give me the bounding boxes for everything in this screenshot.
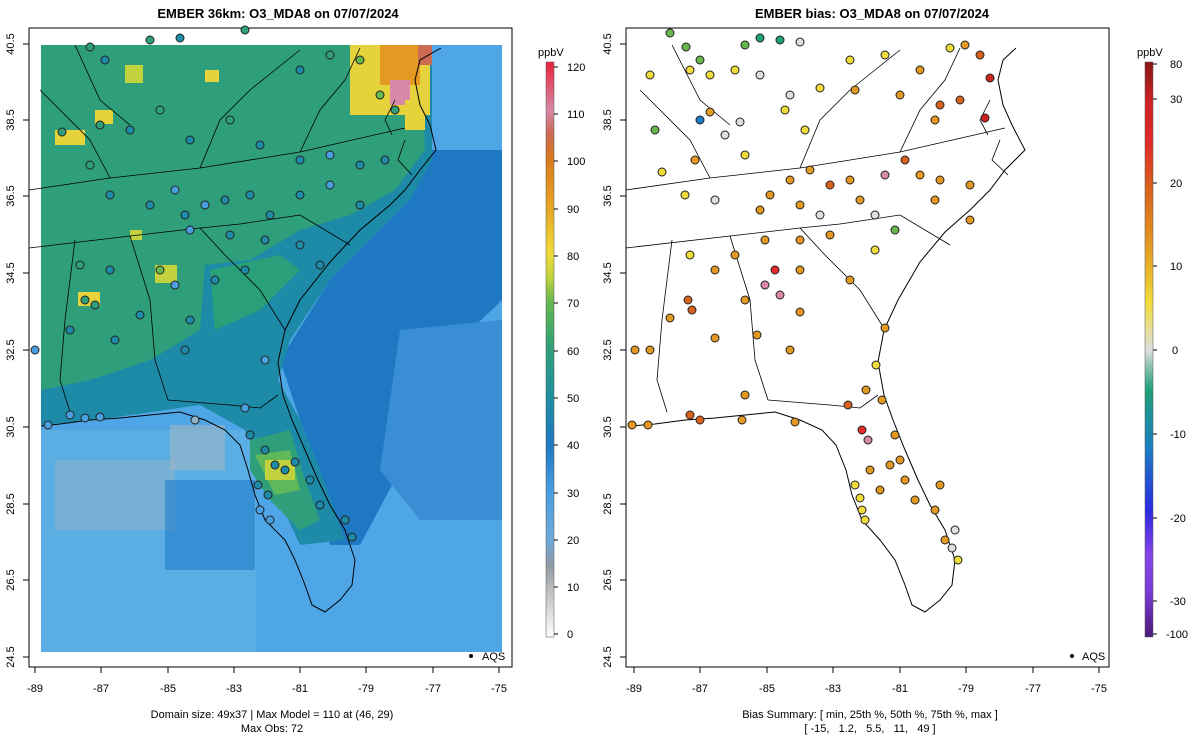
right-colorbar-unit: ppbV [1137,47,1163,59]
svg-text:-85: -85 [160,683,176,695]
svg-text:20: 20 [567,535,579,547]
left-panel-title: EMBER 36km: O3_MDA8 on 07/07/2024 [157,6,399,21]
svg-text:30.5: 30.5 [602,416,614,437]
right-state-borders [625,44,1006,413]
left-legend-dot [469,654,473,658]
svg-text:-89: -89 [626,683,642,695]
right-map: AQS [625,27,1110,668]
right-legend-label: AQS [1082,651,1105,663]
svg-text:-10: -10 [1170,429,1186,441]
svg-text:30: 30 [567,488,579,500]
right-panel-title: EMBER bias: O3_MDA8 on 07/07/2024 [755,6,990,21]
svg-text:28.5: 28.5 [5,493,17,514]
right-footer-line2: [ -15, 1.2, 5.5, 11, 49 ] [804,723,935,735]
right-footer-line1: Bias Summary: [ min, 25th %, 50th %, 75t… [742,709,998,721]
svg-text:34.5: 34.5 [5,262,17,283]
right-colorbar: ppbV -100 -30 -20 -10 0 10 20 30 80 [1137,47,1188,641]
right-y-axis [620,43,626,658]
svg-text:-81: -81 [892,683,908,695]
left-map-frame [28,27,513,668]
left-observation-points [30,25,400,542]
svg-text:30: 30 [1170,94,1182,106]
svg-text:32.5: 32.5 [5,339,17,360]
svg-text:20: 20 [1170,178,1182,190]
svg-text:-20: -20 [1170,513,1186,525]
right-x-tick-labels: -89 -87 -85 -83 -81 -79 -77 -75 [626,683,1107,695]
svg-text:100: 100 [567,156,585,168]
left-y-tick-labels: 24.5 26.5 28.5 30.5 32.5 34.5 36.5 38.5 … [5,33,17,667]
left-colorbar: ppbV 0 10 20 30 40 50 60 70 80 90 100 11… [538,47,585,641]
svg-text:120: 120 [567,62,585,74]
svg-text:0: 0 [1172,345,1178,357]
svg-text:36.5: 36.5 [602,185,614,206]
svg-text:30.5: 30.5 [5,416,17,437]
right-map-frame [625,27,1110,668]
svg-text:-87: -87 [93,683,109,695]
svg-text:-30: -30 [1170,596,1186,608]
svg-text:90: 90 [567,204,579,216]
svg-text:26.5: 26.5 [5,569,17,590]
svg-text:32.5: 32.5 [602,339,614,360]
svg-text:-79: -79 [358,683,374,695]
svg-text:40.5: 40.5 [602,33,614,54]
svg-text:-89: -89 [27,683,43,695]
svg-text:-83: -83 [825,683,841,695]
svg-text:40: 40 [567,440,579,452]
svg-text:10: 10 [567,582,579,594]
left-x-tick-labels: -89 -87 -85 -83 -81 -79 -77 -75 [27,683,507,695]
left-footer-line1: Domain size: 49x37 | Max Model = 110 at … [151,709,394,721]
svg-text:38.5: 38.5 [602,109,614,130]
svg-text:-75: -75 [491,683,507,695]
svg-text:-81: -81 [292,683,308,695]
svg-text:-83: -83 [226,683,242,695]
svg-text:34.5: 34.5 [602,262,614,283]
left-x-axis [34,667,500,673]
svg-text:80: 80 [567,251,579,263]
left-y-axis [23,43,29,658]
left-footer-line2: Max Obs: 72 [241,723,303,735]
svg-text:10: 10 [1170,261,1182,273]
svg-text:-77: -77 [1025,683,1041,695]
svg-text:0: 0 [567,629,573,641]
svg-text:24.5: 24.5 [5,646,17,667]
svg-text:36.5: 36.5 [5,185,17,206]
svg-text:-79: -79 [958,683,974,695]
svg-text:80: 80 [1170,59,1182,71]
svg-text:40.5: 40.5 [5,33,17,54]
svg-text:28.5: 28.5 [602,493,614,514]
right-x-axis [633,667,1100,673]
svg-text:110: 110 [567,109,585,121]
svg-text:-85: -85 [759,683,775,695]
svg-text:70: 70 [567,298,579,310]
left-map: AQS [28,25,513,668]
svg-text:-100: -100 [1166,629,1188,641]
svg-text:50: 50 [567,393,579,405]
svg-text:-77: -77 [425,683,441,695]
right-bias-points [627,28,995,565]
svg-text:-87: -87 [692,683,708,695]
left-legend-label: AQS [482,651,505,663]
right-y-tick-labels: 24.5 26.5 28.5 30.5 32.5 34.5 36.5 38.5 … [602,33,614,667]
left-colorbar-unit: ppbV [538,47,564,59]
model-field-atlantic [280,150,502,545]
svg-text:-75: -75 [1091,683,1107,695]
svg-text:60: 60 [567,346,579,358]
svg-text:38.5: 38.5 [5,109,17,130]
right-legend-dot [1070,654,1074,658]
svg-text:24.5: 24.5 [602,646,614,667]
svg-text:26.5: 26.5 [602,569,614,590]
left-coastline [40,47,442,613]
